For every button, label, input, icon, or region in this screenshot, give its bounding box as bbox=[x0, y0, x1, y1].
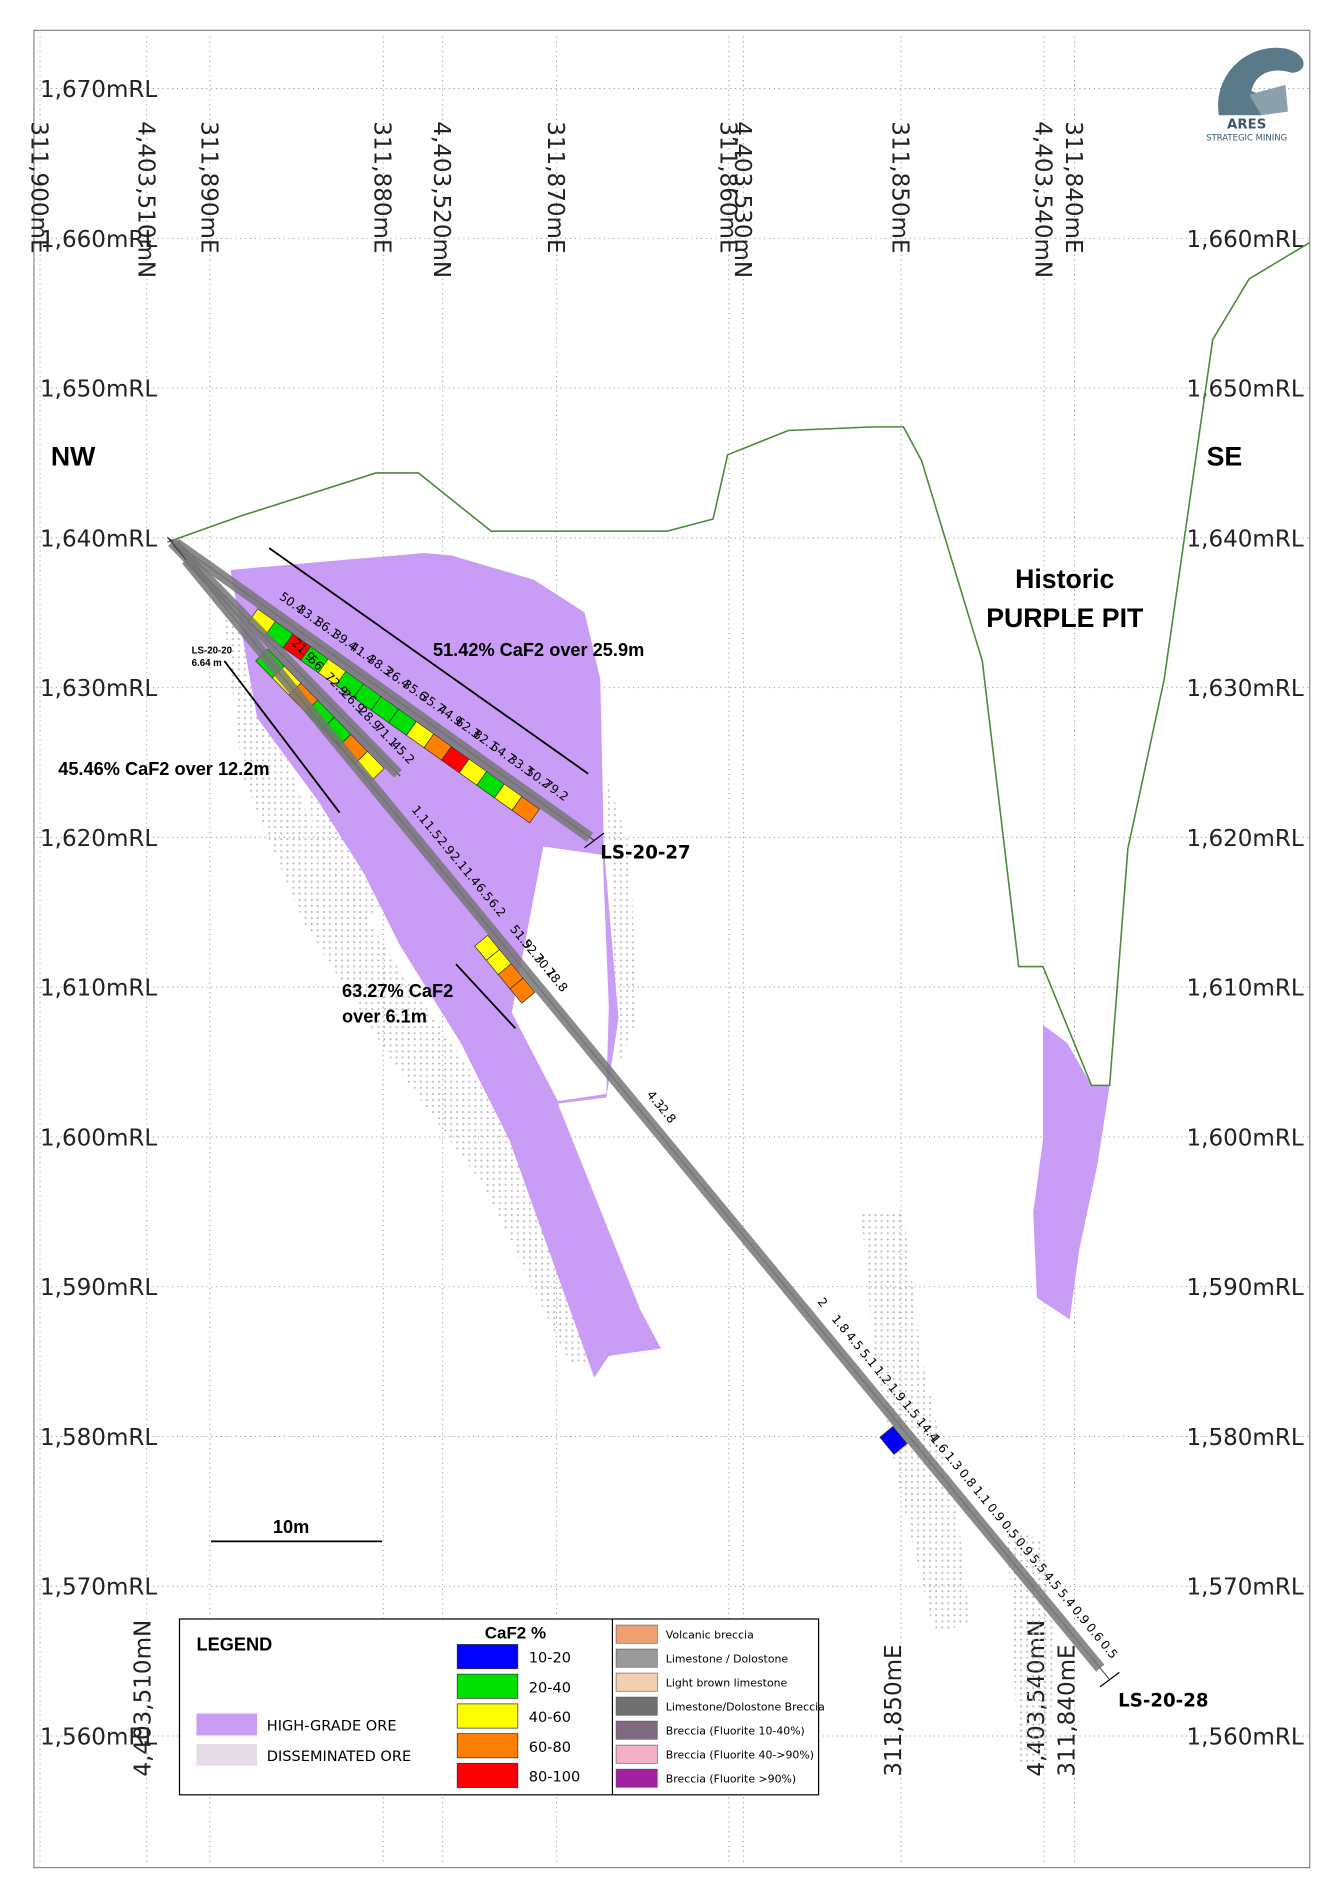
rl-label: 1,590mRL bbox=[1186, 1275, 1303, 1301]
rl-label: 1,630mRL bbox=[40, 676, 157, 702]
rl-label: 1,570mRL bbox=[40, 1575, 157, 1601]
rl-label: 1,620mRL bbox=[40, 826, 157, 852]
direction-nw: NW bbox=[51, 442, 96, 472]
grid-label: 311,900mE bbox=[26, 121, 52, 253]
rl-label: 1,590mRL bbox=[40, 1275, 157, 1301]
grid-label: 4,403,510mN bbox=[130, 1620, 156, 1777]
rl-label: 1,560mRL bbox=[1186, 1725, 1303, 1751]
hole-end-tick bbox=[1099, 1671, 1120, 1688]
lithology-swatch bbox=[615, 1720, 658, 1740]
ore-label: HIGH-GRADE ORE bbox=[267, 1718, 397, 1735]
legend-grade-title: CaF2 % bbox=[485, 1623, 546, 1642]
grid-label: 311,850mE bbox=[887, 121, 913, 253]
lithology-swatch bbox=[615, 1648, 658, 1668]
rl-label: 1,560mRL bbox=[40, 1725, 157, 1751]
lithology-label: Limestone/Dolostone Breccia bbox=[666, 1700, 825, 1713]
grade-label: 20-40 bbox=[529, 1679, 571, 1696]
lithology-label: Limestone / Dolostone bbox=[666, 1652, 789, 1665]
direction-se: SE bbox=[1207, 442, 1243, 472]
grade-swatch bbox=[456, 1733, 519, 1759]
grid-label: 311,870mE bbox=[542, 121, 568, 253]
grade-swatch bbox=[456, 1703, 519, 1729]
grid-label: 311,860mE bbox=[714, 121, 740, 253]
rl-label: 1,630mRL bbox=[1186, 676, 1303, 702]
legend-title: LEGEND bbox=[196, 1635, 272, 1655]
grade-label: 60-80 bbox=[529, 1739, 571, 1756]
ore-swatch bbox=[196, 1743, 258, 1766]
intercept-bars bbox=[223, 547, 589, 1030]
grade-block bbox=[511, 795, 541, 824]
grid-label: 311,840mE bbox=[1054, 1644, 1080, 1776]
grid-label: 311,890mE bbox=[195, 121, 221, 253]
grade-block bbox=[879, 1425, 908, 1455]
ore-swatch bbox=[196, 1713, 258, 1736]
grade-block bbox=[509, 977, 536, 1004]
rl-label: 1,640mRL bbox=[40, 526, 157, 552]
rl-label: 1,610mRL bbox=[40, 976, 157, 1002]
frame bbox=[33, 29, 1311, 1869]
collar-label: 6.64 m bbox=[192, 658, 223, 669]
high-grade-ore bbox=[230, 553, 1110, 1378]
grid-label: 4,403,530mN bbox=[729, 121, 755, 278]
lithology-label: Light brown limestone bbox=[666, 1676, 788, 1689]
grade-swatch bbox=[456, 1673, 519, 1699]
lithology-label: Breccia (Fluorite 10-40%) bbox=[666, 1724, 805, 1737]
rl-label: 1,570mRL bbox=[1186, 1575, 1303, 1601]
logo: ARES STRATEGIC MINING bbox=[1206, 47, 1304, 143]
intercept-label: 51.42% CaF2 over 25.9m bbox=[433, 640, 644, 660]
grid-label: 311,840mE bbox=[1060, 121, 1086, 253]
rl-label: 1,610mRL bbox=[1186, 976, 1303, 1002]
lithology-swatch bbox=[615, 1696, 658, 1716]
logo-name: ARES bbox=[1227, 118, 1266, 133]
rl-label: 1,660mRL bbox=[1186, 227, 1303, 253]
intercept-label: over 6.1m bbox=[342, 1006, 427, 1026]
assay-value: 2 bbox=[815, 1295, 831, 1310]
hole-core bbox=[172, 538, 594, 842]
intercept-label: 45.46% CaF2 over 12.2m bbox=[58, 759, 269, 779]
drill-holes: 50.433.186.139.441.438.326.435.635.744.9… bbox=[166, 536, 1209, 1711]
grade-label: 10-20 bbox=[529, 1650, 571, 1667]
grade-label: 80-100 bbox=[529, 1768, 581, 1785]
rl-label: 1,650mRL bbox=[40, 377, 157, 403]
grid-label: 4,403,540mN bbox=[1030, 121, 1056, 278]
pit-label: PURPLE PIT bbox=[986, 603, 1143, 633]
lithology-label: Breccia (Fluorite 40->90%) bbox=[666, 1748, 814, 1761]
logo-tagline: STRATEGIC MINING bbox=[1206, 133, 1287, 143]
grade-swatch bbox=[456, 1644, 519, 1670]
lithology-label: Volcanic breccia bbox=[666, 1628, 754, 1641]
grade-swatch bbox=[456, 1762, 519, 1788]
rl-label: 1,580mRL bbox=[40, 1425, 157, 1451]
rl-label: 1,600mRL bbox=[1186, 1125, 1303, 1151]
lithology-swatch bbox=[615, 1672, 658, 1692]
lithology-swatch bbox=[615, 1624, 658, 1644]
grid-label: 4,403,510mN bbox=[132, 121, 158, 278]
legend: LEGEND CaF2 % 10-20 20-40 40-60 60-80 80-100… bbox=[178, 1618, 825, 1796]
rl-label: 1,660mRL bbox=[40, 227, 157, 253]
hole-name: LS-20-27 bbox=[600, 843, 690, 864]
hole-end-tick bbox=[584, 832, 605, 849]
rl-label: 1,640mRL bbox=[1186, 526, 1303, 552]
grade-label: 40-60 bbox=[529, 1709, 571, 1726]
rl-label: 1,670mRL bbox=[40, 77, 157, 103]
assay-value: 0.5 bbox=[1097, 1638, 1120, 1662]
scale-label: 10m bbox=[273, 1517, 309, 1537]
rl-label: 1,580mRL bbox=[1186, 1425, 1303, 1451]
hole-name: LS-20-28 bbox=[1118, 1690, 1208, 1711]
intercept-label: 63.27% CaF2 bbox=[342, 981, 453, 1001]
pit-label: Historic bbox=[1015, 564, 1114, 594]
grid-label: 4,403,520mN bbox=[428, 121, 454, 278]
grid-label: 311,880mE bbox=[369, 121, 395, 253]
topography bbox=[167, 241, 1311, 1087]
rl-label: 1,620mRL bbox=[1186, 826, 1303, 852]
lithology-swatch bbox=[615, 1744, 658, 1764]
lithology-label: Breccia (Fluorite >90%) bbox=[666, 1772, 796, 1785]
ore-label: DISSEMINATED ORE bbox=[267, 1748, 411, 1765]
hole-core bbox=[181, 556, 1105, 1672]
rl-label: 1,600mRL bbox=[40, 1125, 157, 1151]
lithology-swatch bbox=[615, 1768, 658, 1788]
grid-label: 311,850mE bbox=[881, 1644, 907, 1776]
collar-label: LS-20-20 bbox=[192, 646, 232, 657]
